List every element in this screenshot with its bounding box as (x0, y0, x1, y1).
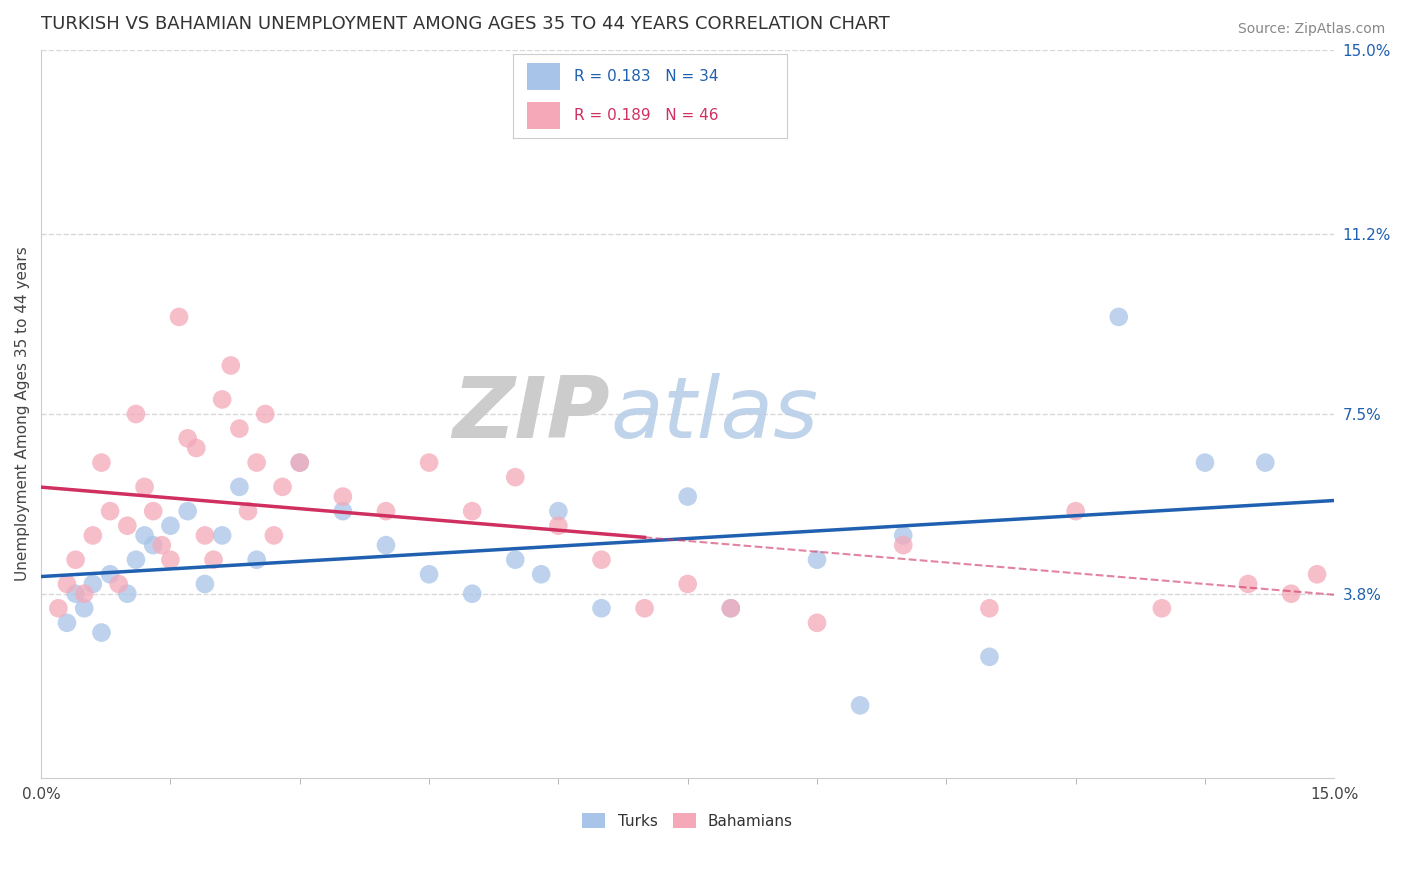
Point (633, 601, 655, 615)
Point (186, 441, 208, 455)
Point (1150, 601, 1173, 615)
Point (159, 552, 181, 566)
Point (676, 490, 699, 504)
Text: TURKISH VS BAHAMIAN UNEMPLOYMENT AMONG AGES 35 TO 44 YEARS CORRELATION CHART: TURKISH VS BAHAMIAN UNEMPLOYMENT AMONG A… (41, 15, 890, 33)
Point (332, 490, 354, 504)
Point (159, 518, 181, 533)
Point (176, 431, 198, 445)
Point (142, 504, 165, 518)
Point (418, 456, 440, 470)
Point (1254, 456, 1277, 470)
Point (375, 504, 398, 518)
Y-axis label: Unemployment Among Ages 35 to 44 years: Unemployment Among Ages 35 to 44 years (15, 247, 30, 582)
Point (246, 552, 269, 566)
Point (125, 407, 148, 421)
Point (1306, 567, 1329, 582)
Point (547, 518, 569, 533)
Point (194, 528, 217, 542)
Point (1064, 504, 1087, 518)
Point (228, 480, 250, 494)
Point (979, 649, 1001, 664)
Point (503, 470, 526, 484)
Point (806, 615, 828, 630)
Point (1108, 310, 1130, 324)
Point (806, 552, 828, 566)
Point (228, 421, 250, 435)
FancyBboxPatch shape (527, 62, 560, 90)
Point (56, 615, 79, 630)
Point (375, 538, 398, 552)
Point (219, 359, 242, 373)
Point (263, 528, 285, 542)
Point (98, 504, 121, 518)
Point (73, 601, 96, 615)
Point (134, 528, 156, 542)
Legend: Turks, Bahamians: Turks, Bahamians (575, 805, 800, 836)
Point (202, 552, 225, 566)
Point (720, 601, 742, 615)
Point (65, 587, 87, 601)
Point (236, 504, 259, 518)
Point (418, 567, 440, 582)
Point (90, 456, 112, 470)
Point (142, 538, 165, 552)
Point (117, 518, 139, 533)
Point (125, 552, 148, 566)
Point (98, 567, 121, 582)
FancyBboxPatch shape (527, 102, 560, 129)
Point (547, 504, 569, 518)
Point (891, 538, 914, 552)
Point (461, 504, 484, 518)
Text: R = 0.189   N = 46: R = 0.189 N = 46 (574, 108, 718, 123)
Text: atlas: atlas (610, 373, 818, 456)
Point (134, 480, 156, 494)
Point (176, 504, 198, 518)
Point (849, 698, 872, 713)
Point (979, 601, 1001, 615)
Point (150, 538, 173, 552)
Point (530, 567, 553, 582)
Point (90, 625, 112, 640)
Point (167, 310, 190, 324)
Text: Source: ZipAtlas.com: Source: ZipAtlas.com (1237, 22, 1385, 37)
Point (211, 392, 233, 407)
Point (461, 587, 484, 601)
Point (1279, 587, 1302, 601)
Point (107, 577, 129, 591)
Point (288, 456, 311, 470)
Text: R = 0.183   N = 34: R = 0.183 N = 34 (574, 69, 718, 84)
Text: ZIP: ZIP (453, 373, 610, 456)
Point (591, 601, 613, 615)
Point (117, 587, 139, 601)
Point (676, 577, 699, 591)
Point (65, 552, 87, 566)
Point (194, 577, 217, 591)
Point (271, 480, 294, 494)
Point (82, 577, 104, 591)
Point (288, 456, 311, 470)
Point (246, 456, 269, 470)
Point (503, 552, 526, 566)
Point (73, 587, 96, 601)
Point (591, 552, 613, 566)
Point (332, 504, 354, 518)
Point (254, 407, 277, 421)
Point (56, 577, 79, 591)
Point (720, 601, 742, 615)
Point (1237, 577, 1260, 591)
Point (48, 601, 70, 615)
Point (82, 528, 104, 542)
Point (211, 528, 233, 542)
Point (891, 528, 914, 542)
Point (1194, 456, 1216, 470)
